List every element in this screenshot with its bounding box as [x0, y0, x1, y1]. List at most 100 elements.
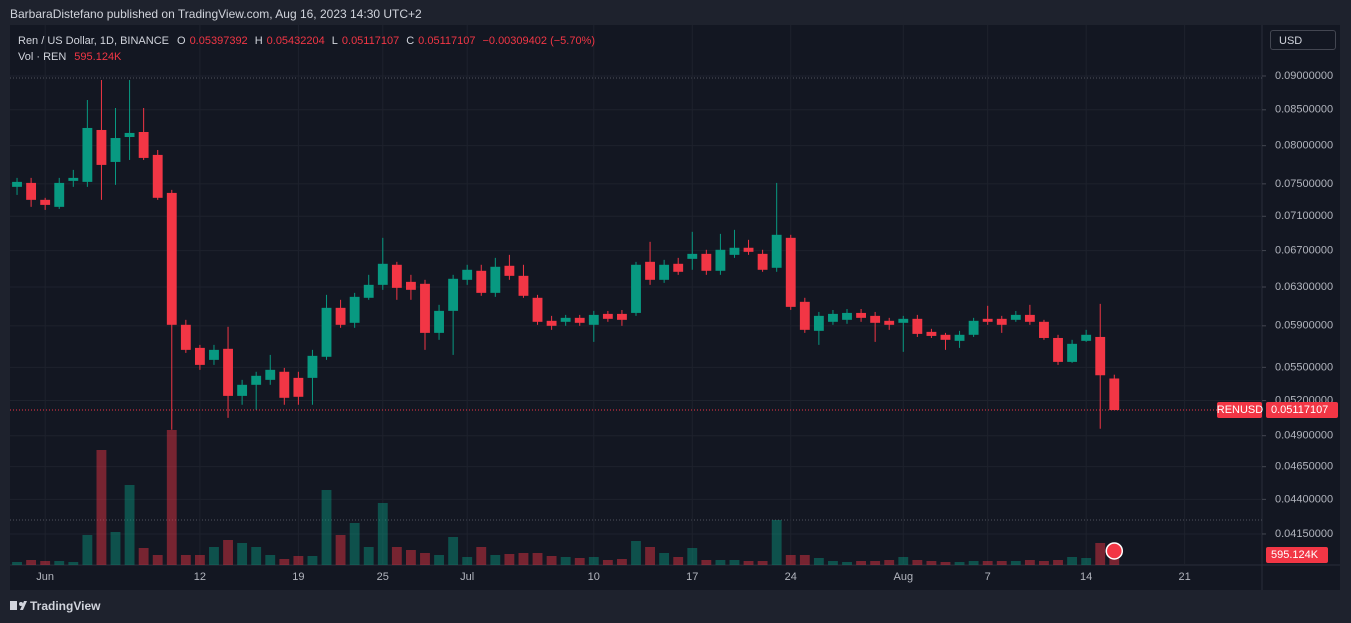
volume-bar: [856, 561, 867, 565]
attribution: BarbaraDistefano published on TradingVie…: [10, 7, 422, 21]
symbol-tag: [1217, 402, 1262, 419]
volume-bar: [1081, 558, 1092, 565]
volume-bar: [237, 543, 248, 565]
candle-body: [12, 181, 22, 187]
candle-body: [209, 349, 219, 360]
volume-bar: [96, 450, 107, 565]
candle-body: [631, 264, 641, 313]
candle-body: [68, 177, 79, 181]
candle-body: [870, 315, 881, 323]
candle-body: [462, 269, 473, 280]
candle-body: [377, 263, 388, 285]
candle-body: [940, 334, 951, 340]
volume-bar: [602, 560, 613, 565]
volume-bar: [631, 541, 641, 565]
symbol-tag-label: RENUSD: [1217, 404, 1264, 416]
x-tick-label: 12: [194, 571, 206, 583]
candle-body: [546, 320, 557, 326]
volume-bar: [729, 560, 740, 565]
x-tick-label: 24: [785, 571, 797, 583]
candle-body: [96, 129, 107, 165]
volume-bar: [1039, 561, 1049, 565]
y-tick-label: 0.05500000: [1275, 361, 1333, 373]
candle-body: [1095, 336, 1106, 376]
volume-bar: [209, 547, 219, 565]
volume-bar: [152, 555, 163, 565]
candle-body: [26, 182, 37, 200]
volume-bar: [434, 555, 444, 565]
volume-bar: [588, 557, 599, 565]
volume-bar: [40, 561, 51, 565]
volume-bar: [476, 547, 487, 565]
volume-bar: [828, 561, 838, 565]
volume-bar: [842, 562, 852, 565]
candle-body: [293, 377, 304, 397]
volume-bar: [82, 535, 93, 565]
volume-bar: [743, 561, 754, 565]
x-tick-label: 19: [292, 571, 304, 583]
volume-value: 595.124K: [74, 51, 122, 63]
candle-body: [954, 334, 965, 341]
candle-body: [884, 320, 895, 325]
candle-body: [448, 278, 459, 311]
volume-bar: [968, 561, 979, 565]
volume-bar: [180, 555, 191, 565]
candle-body: [532, 297, 543, 322]
candle-body: [602, 313, 613, 319]
candle-body: [898, 318, 909, 323]
volume-bar: [223, 540, 233, 565]
legend: Ren / US Dollar, 1D, BINANCE O 0.05397392…: [18, 33, 598, 65]
y-tick-label: 0.04150000: [1275, 528, 1333, 540]
x-tick-label: Jun: [36, 571, 54, 583]
volume-bar: [546, 556, 557, 565]
candle-body: [617, 313, 627, 320]
candle-body: [40, 199, 51, 205]
candle-body: [420, 283, 430, 333]
volume-bar: [1095, 543, 1106, 565]
candle-body: [476, 270, 487, 293]
candle-body: [1067, 343, 1078, 362]
candle-body: [110, 138, 121, 162]
candle-body: [321, 307, 332, 357]
y-tick-label: 0.07500000: [1275, 178, 1333, 190]
volume-bar: [194, 555, 205, 565]
x-tick-label: 21: [1179, 571, 1191, 583]
candle-body: [574, 317, 585, 323]
candle-body: [743, 247, 754, 252]
y-tick-label: 0.04650000: [1275, 461, 1333, 473]
volume-bar: [518, 553, 529, 565]
volume-bar: [448, 537, 459, 565]
candle-body: [279, 371, 290, 398]
volume-bar: [884, 560, 895, 565]
candle-body: [673, 263, 684, 272]
volume-bar: [715, 560, 726, 565]
volume-bar: [617, 559, 627, 565]
volume-label-box: [1266, 546, 1328, 563]
candle-body: [504, 265, 515, 276]
volume-bar: [912, 560, 923, 565]
candle-body: [1010, 314, 1021, 320]
volume-bar: [349, 523, 360, 565]
candle-body: [813, 315, 824, 331]
symbol-title: Ren / US Dollar, 1D, BINANCE: [18, 35, 169, 47]
candle-body: [1109, 378, 1120, 411]
volume-bar: [279, 559, 290, 565]
volume-bar: [166, 430, 177, 565]
y-tick-label: 0.06700000: [1275, 244, 1333, 256]
candle-body: [54, 182, 65, 207]
volume-bar: [490, 555, 501, 565]
volume-bar: [560, 557, 571, 565]
candle-body: [82, 127, 93, 182]
volume-bar: [954, 562, 965, 565]
logo-text: TradingView: [30, 599, 101, 613]
candle-body: [687, 253, 698, 259]
candle-body: [1081, 334, 1092, 341]
volume-bar: [68, 562, 79, 565]
candle-body: [729, 247, 740, 255]
volume-bar: [321, 490, 332, 565]
y-tick-label: 0.08500000: [1275, 104, 1333, 116]
currency-button[interactable]: USD: [1270, 30, 1336, 50]
candle-body: [856, 312, 867, 318]
x-tick-label: 10: [588, 571, 600, 583]
